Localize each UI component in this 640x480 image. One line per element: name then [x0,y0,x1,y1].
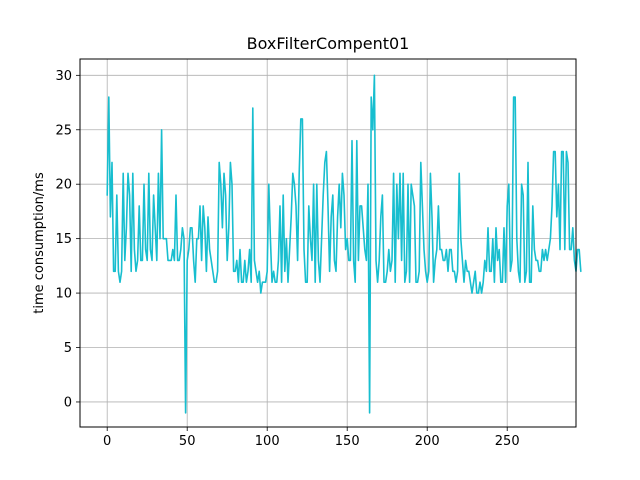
series-line-0 [106,74,582,414]
y-tick-label: 15 [55,232,72,247]
x-tick-label: 150 [335,434,360,449]
x-axis-ticks: 0 50 100 150 200 250 [103,427,520,449]
x-tick-label: 100 [255,434,280,449]
series-layer [106,74,582,414]
y-tick-label: 10 [55,287,72,302]
x-tick-label: 250 [495,434,520,449]
y-tick-label: 20 [55,178,72,193]
y-tick-label: 30 [55,69,72,84]
y-tick-label: 0 [64,395,72,410]
y-axis-ticks: 0 5 10 15 20 25 30 [55,69,80,410]
chart-title: BoxFilterCompent01 [247,34,410,53]
y-tick-label: 25 [55,123,72,138]
x-tick-label: 200 [415,434,440,449]
x-tick-label: 50 [179,434,196,449]
axes-frame [79,58,577,428]
x-tick-label: 0 [103,434,111,449]
y-tick-label: 5 [64,341,72,356]
y-axis-label: time consumption/ms [32,172,47,314]
